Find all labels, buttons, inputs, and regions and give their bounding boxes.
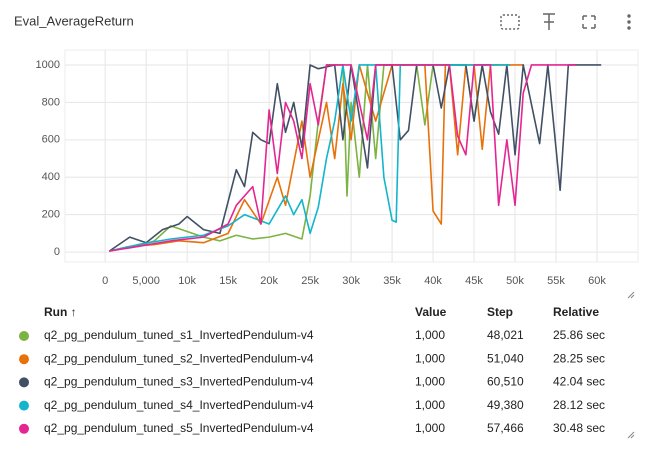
menu-icon[interactable]: [627, 14, 631, 30]
series-line: [108, 64, 602, 252]
x-tick-label: 15k: [219, 275, 237, 287]
x-tick-label: 55k: [547, 275, 565, 287]
column-header: Step: [487, 305, 513, 319]
table-cell: 25.86 sec: [553, 328, 605, 342]
legend-dot: [19, 354, 29, 365]
column-header: Relative: [553, 305, 599, 319]
run-name: q2_pg_pendulum_tuned_s2_InvertedPendulum…: [44, 351, 314, 365]
table-cell: 1,000: [415, 328, 445, 342]
y-tick-label: 400: [42, 171, 60, 183]
table-cell: 1,000: [415, 375, 445, 389]
y-tick-label: 0: [54, 246, 60, 258]
x-tick-label: 10k: [178, 275, 196, 287]
fullscreen-icon[interactable]: [582, 15, 596, 29]
legend-dot: [19, 331, 29, 341]
y-tick-label: 200: [42, 209, 60, 221]
table-cell: 51,040: [487, 351, 524, 365]
table-cell: 1,000: [415, 398, 445, 412]
chart-title: Eval_AverageReturn: [14, 13, 134, 28]
table-cell: 57,466: [487, 421, 524, 435]
y-tick-label: 1000: [36, 59, 60, 71]
x-tick-label: 30k: [342, 275, 360, 287]
table-cell: 60,510: [487, 375, 524, 389]
x-tick-label: 40k: [424, 275, 442, 287]
legend-dot: [19, 423, 29, 434]
table-cell: 48,021: [487, 328, 524, 342]
resize-handle[interactable]: [627, 291, 635, 439]
x-tick-label: 35k: [383, 275, 401, 287]
table-cell: 28.12 sec: [553, 398, 605, 412]
series-line: [109, 64, 577, 252]
y-tick-label: 600: [42, 134, 60, 146]
x-tick-label: 45k: [465, 275, 483, 287]
x-tick-label: 5,000: [132, 275, 160, 287]
series-line: [109, 64, 524, 252]
run-name: q2_pg_pendulum_tuned_s5_InvertedPendulum…: [44, 421, 314, 435]
run-name: q2_pg_pendulum_tuned_s1_InvertedPendulum…: [44, 328, 314, 342]
pin-icon[interactable]: [543, 13, 555, 30]
table-cell: 1,000: [415, 421, 445, 435]
column-header: Value: [415, 305, 447, 319]
legend-dot: [19, 377, 29, 388]
x-tick-label: 25k: [301, 275, 319, 287]
table-cell: 49,380: [487, 398, 524, 412]
toolbar: [500, 13, 631, 30]
table-cell: 28.25 sec: [553, 351, 605, 365]
table-cell: 42.04 sec: [553, 375, 605, 389]
run-name: q2_pg_pendulum_tuned_s4_InvertedPendulum…: [44, 398, 314, 412]
series-line: [109, 64, 510, 252]
fit-icon[interactable]: [500, 14, 520, 30]
column-header[interactable]: Run ↑: [44, 305, 77, 319]
x-tick-label: 20k: [260, 275, 278, 287]
table-cell: 1,000: [415, 351, 445, 365]
y-tick-label: 800: [42, 96, 60, 108]
run-name: q2_pg_pendulum_tuned_s3_InvertedPendulum…: [44, 375, 314, 389]
x-tick-label: 60k: [588, 275, 606, 287]
x-tick-label: 0: [102, 275, 108, 287]
legend-dot: [19, 400, 29, 411]
table-cell: 30.48 sec: [553, 421, 605, 435]
x-tick-label: 50k: [506, 275, 524, 287]
